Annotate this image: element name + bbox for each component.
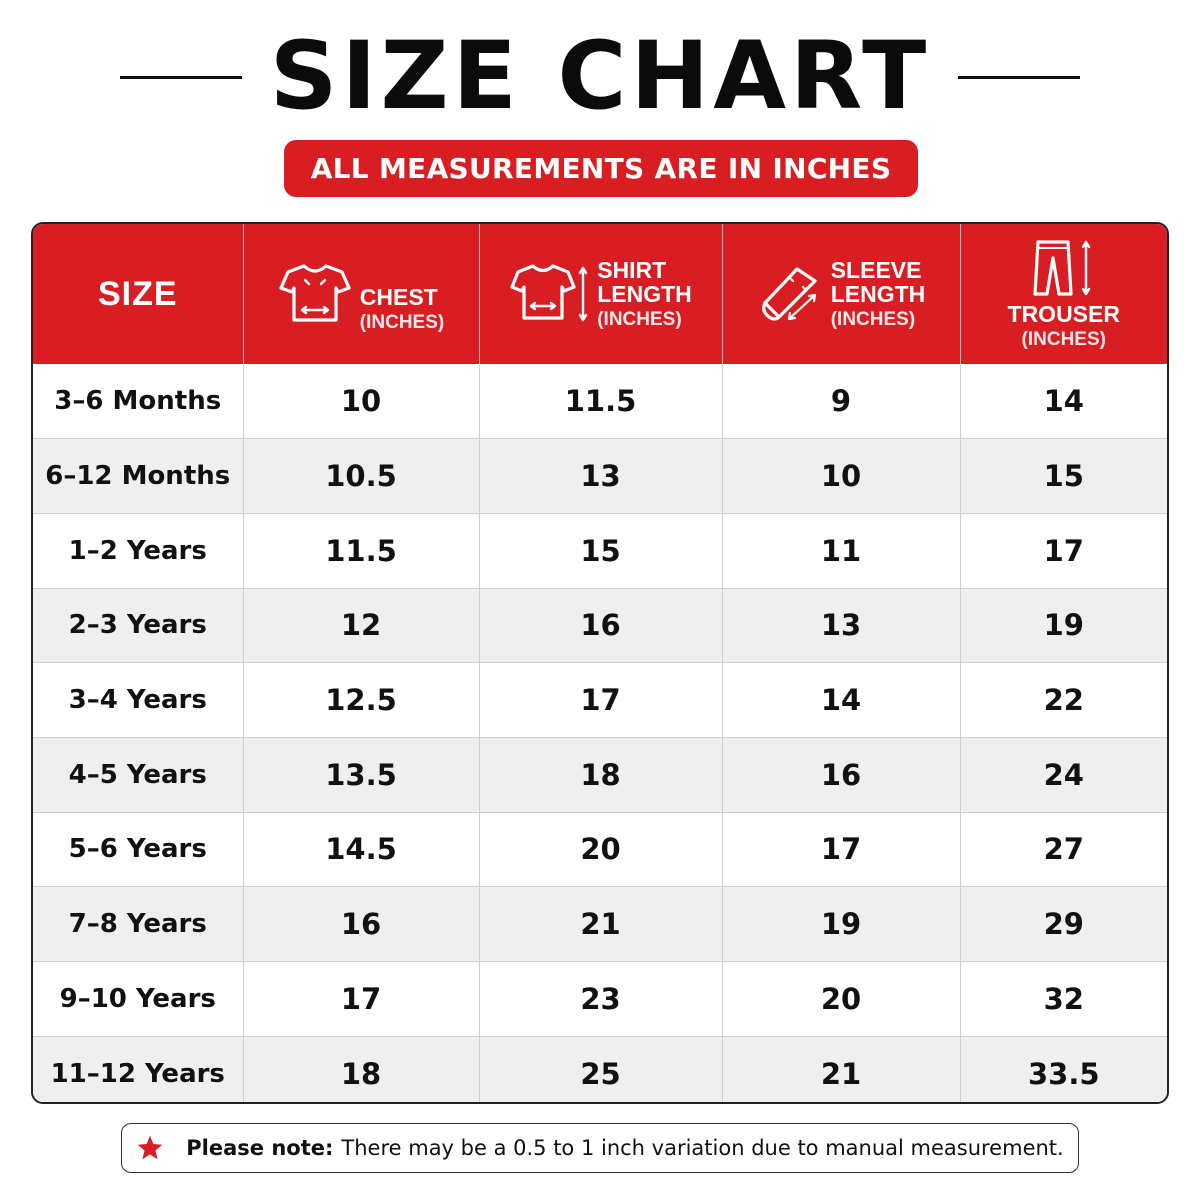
cell-chest: 16 [243,886,480,962]
cell-chest: 11.5 [243,513,480,589]
table-row: 4–5 Years 13.5 18 16 24 [33,737,1167,813]
header-sleeve-unit: (INCHES) [830,309,916,331]
table-row: 3–6 Months 10 11.5 9 14 [33,364,1167,440]
cell-chest: 17 [243,961,480,1037]
header-shirt-length: SHIRT LENGTH (INCHES) [479,224,723,364]
cell-size: 9–10 Years [33,961,244,1037]
title-line-right [958,75,1081,79]
header-trouser-unit: (INCHES) [1021,329,1106,351]
cell-sleeve-length: 17 [722,812,961,888]
cell-shirt-length: 21 [479,886,723,962]
cell-trouser: 33.5 [960,1036,1167,1102]
cell-chest: 13.5 [243,737,480,813]
cell-sleeve-length: 16 [722,737,961,813]
cell-trouser: 14 [960,364,1167,440]
header-trouser-label: TROUSER [1007,300,1120,327]
cell-trouser: 17 [960,513,1167,589]
cell-trouser: 19 [960,588,1167,664]
cell-sleeve-length: 9 [722,364,961,440]
note-text: There may be a 0.5 to 1 inch variation d… [341,1136,1064,1160]
cell-shirt-length: 23 [479,961,723,1037]
header-sleeve-length: SLEEVE LENGTH (INCHES) [722,224,961,364]
cell-shirt-length: 15 [479,513,723,589]
table-row: 6–12 Months 10.5 13 10 15 [33,438,1167,514]
title-row: SIZE CHART [0,22,1200,132]
header-sleeve-label-1: SLEEVE [830,256,922,283]
cell-sleeve-length: 13 [722,588,961,664]
cell-size: 11–12 Years [33,1036,244,1102]
cell-shirt-length: 13 [479,438,723,514]
cell-shirt-length: 25 [479,1036,723,1102]
tshirt-length-icon [510,264,588,322]
header-sleeve-label-2: LENGTH [830,281,926,308]
cell-trouser: 29 [960,886,1167,962]
page-title: SIZE CHART [269,22,931,131]
measurement-note: Please note: There may be a 0.5 to 1 inc… [121,1123,1079,1173]
header-chest-label: CHEST [359,283,438,310]
cell-sleeve-length: 21 [722,1036,961,1102]
cell-size: 3–6 Months [33,364,244,440]
cell-trouser: 24 [960,737,1167,813]
cell-size: 7–8 Years [33,886,244,962]
cell-size: 4–5 Years [33,737,244,813]
cell-sleeve-length: 20 [722,961,961,1037]
cell-shirt-length: 11.5 [479,364,723,440]
header-size-label: SIZE [97,274,178,313]
cell-size: 3–4 Years [33,662,244,738]
cell-chest: 12.5 [243,662,480,738]
cell-chest: 14.5 [243,812,480,888]
cell-shirt-length: 16 [479,588,723,664]
cell-size: 6–12 Months [33,438,244,514]
sleeve-icon [761,267,817,321]
cell-shirt-length: 17 [479,662,723,738]
table-row: 1–2 Years 11.5 15 11 17 [33,513,1167,589]
cell-size: 2–3 Years [33,588,244,664]
cell-chest: 10 [243,364,480,440]
note-label: Please note: [186,1136,334,1160]
header-size: SIZE [33,224,244,364]
cell-trouser: 32 [960,961,1167,1037]
table-row: 2–3 Years 12 16 13 19 [33,588,1167,664]
header-shirt-unit: (INCHES) [597,309,682,331]
table-row: 9–10 Years 17 23 20 32 [33,961,1167,1037]
star-icon [138,1135,163,1160]
cell-sleeve-length: 10 [722,438,961,514]
cell-sleeve-length: 19 [722,886,961,962]
title-line-left [119,75,242,79]
header-trouser: TROUSER (INCHES) [960,224,1167,364]
cell-size: 5–6 Years [33,812,244,888]
table-row: 11–12 Years 18 25 21 33.5 [33,1036,1167,1102]
size-chart-table: SIZE CHEST (INCHES) [31,222,1169,1104]
cell-shirt-length: 18 [479,737,723,813]
cell-trouser: 15 [960,438,1167,514]
header-shirt-label-1: SHIRT [597,256,667,283]
cell-trouser: 22 [960,662,1167,738]
table-body: 3–6 Months 10 11.5 9 14 6–12 Months 10.5 13 10 15… [33,364,1167,1102]
table-row: 5–6 Years 14.5 20 17 27 [33,812,1167,888]
cell-chest: 18 [243,1036,480,1102]
cell-size: 1–2 Years [33,513,244,589]
cell-trouser: 27 [960,812,1167,888]
measurement-units-banner: ALL MEASUREMENTS ARE IN INCHES [284,140,918,197]
header-shirt-label-2: LENGTH [597,281,692,308]
header-chest-unit: (INCHES) [359,312,445,334]
header-chest: CHEST (INCHES) [243,224,480,364]
table-row: 7–8 Years 16 21 19 29 [33,886,1167,962]
cell-chest: 10.5 [243,438,480,514]
cell-sleeve-length: 11 [722,513,961,589]
table-header-row: SIZE CHEST (INCHES) [33,224,1167,364]
cell-sleeve-length: 14 [722,662,961,738]
cell-chest: 12 [243,588,480,664]
cell-shirt-length: 20 [479,812,723,888]
table-row: 3–4 Years 12.5 17 14 22 [33,662,1167,738]
trouser-icon [1033,240,1090,296]
tshirt-chest-icon [279,264,351,322]
